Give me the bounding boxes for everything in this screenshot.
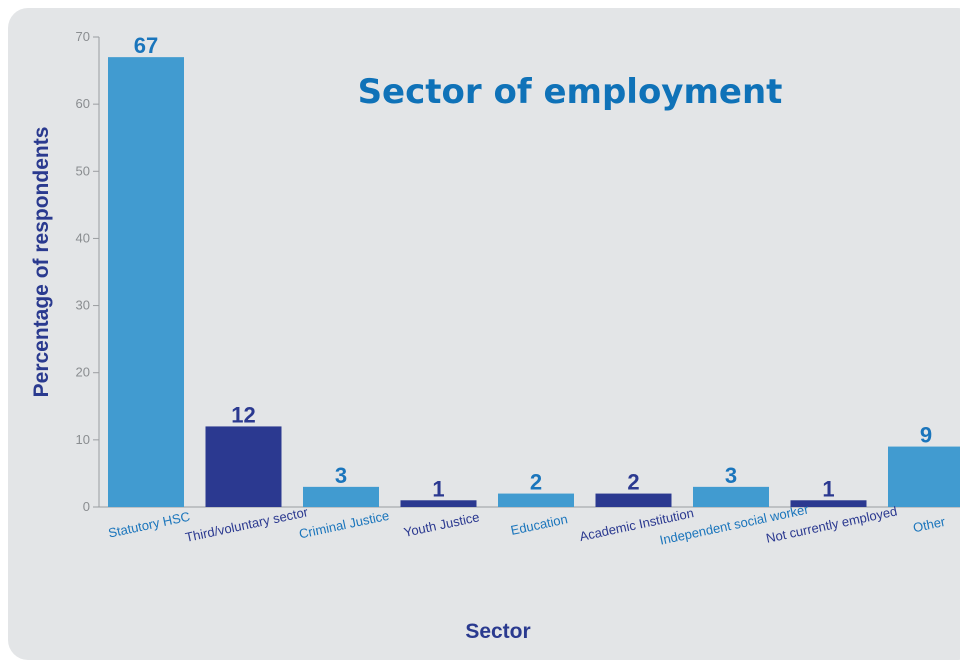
x-tick-label: Other <box>912 514 948 536</box>
x-tick-label: Statutory HSC <box>107 509 191 541</box>
y-tick-label: 50 <box>76 163 90 178</box>
y-tick-label: 20 <box>76 365 90 380</box>
y-tick-label: 60 <box>76 96 90 111</box>
y-tick-label: 10 <box>76 432 90 447</box>
x-tick-label: Third/voluntary sector <box>184 504 310 545</box>
y-tick-label: 40 <box>76 230 90 245</box>
data-label: 9 <box>920 423 932 448</box>
x-tick-label: Education <box>509 511 569 538</box>
bars <box>108 57 960 508</box>
bar <box>888 446 960 507</box>
data-label: 2 <box>627 470 639 495</box>
bar <box>303 486 379 507</box>
bar <box>108 57 184 508</box>
data-label: 3 <box>335 463 347 488</box>
data-label: 2 <box>530 470 542 495</box>
data-label: 12 <box>231 402 255 427</box>
bar <box>790 500 867 507</box>
bar <box>595 493 672 507</box>
data-label: 1 <box>822 476 834 501</box>
y-tick-label: 30 <box>76 298 90 313</box>
x-tick-label: Criminal Justice <box>298 508 391 542</box>
bar <box>400 500 477 507</box>
y-tick-label: 0 <box>83 499 90 514</box>
bar <box>693 486 769 507</box>
y-axis-label: Percentage of respondents <box>30 127 53 398</box>
chart-title: Sector of employment <box>358 72 783 112</box>
bar <box>498 493 574 507</box>
bar <box>205 426 282 507</box>
data-label: 3 <box>725 463 737 488</box>
y-tick-label: 70 <box>76 29 90 44</box>
x-tick-label: Youth Justice <box>402 509 480 540</box>
data-label: 1 <box>432 476 444 501</box>
x-axis-label: Sector <box>465 620 530 643</box>
data-label: 67 <box>134 33 158 58</box>
